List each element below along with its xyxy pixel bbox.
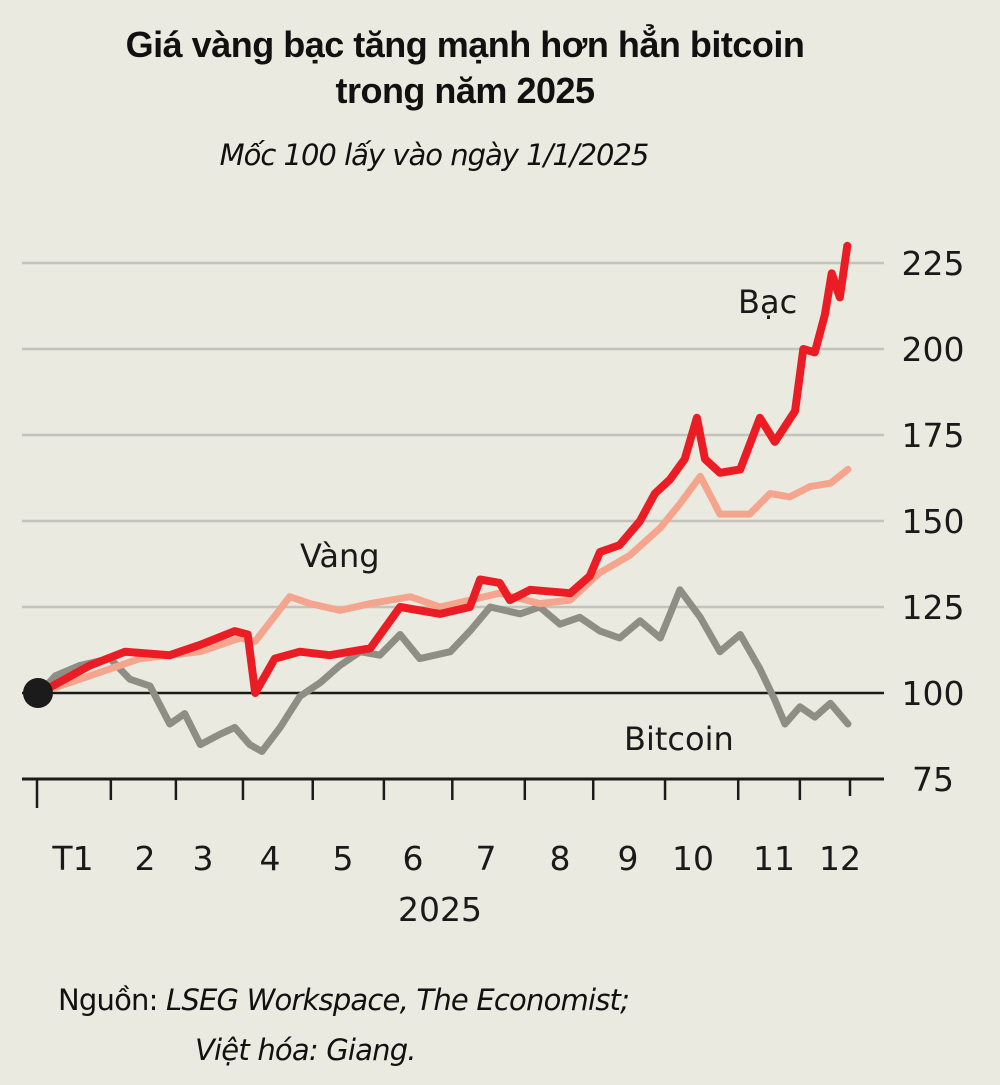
x-tick-label: 5 [333, 839, 354, 878]
series-labels: Vàng Bạc Bitcoin [300, 283, 797, 758]
series-line-vang [36, 465, 852, 697]
source-note: Nguồn: LSEG Workspace, The Economist; Vi… [58, 975, 630, 1075]
y-tick-label: 175 [902, 416, 965, 455]
x-tick-label: 11 [753, 839, 795, 878]
x-tick-label: T1 [51, 839, 93, 878]
chart-title-line-1: Giá vàng bạc tăng mạnh hơn hẳn bitcoin [125, 24, 805, 65]
y-tick-label: 75 [912, 760, 954, 799]
x-tick-label: 2 [135, 839, 156, 878]
chart-title: Giá vàng bạc tăng mạnh hơn hẳn bitcoin t… [0, 22, 930, 114]
y-tick-label: 100 [902, 674, 965, 713]
chart-title-line-2: trong năm 2025 [335, 70, 595, 111]
x-tick-label: 8 [550, 839, 571, 878]
y-tick-label: 225 [902, 244, 965, 283]
series-label-vang: Vàng [300, 537, 380, 575]
source-label: Nguồn: [58, 983, 158, 1017]
series-label-bac: Bạc [738, 283, 797, 321]
x-tick-label: 4 [260, 839, 281, 878]
series-line-bac [35, 241, 852, 697]
source-text: LSEG Workspace, The Economist; [166, 983, 630, 1017]
y-axis-labels: 225 200 175 150 125 100 75 [902, 244, 965, 799]
y-tick-label: 125 [902, 588, 965, 627]
x-tick-label: 6 [403, 839, 424, 878]
x-tick-label: 3 [193, 839, 214, 878]
x-tick-label: 7 [476, 839, 497, 878]
x-tick-label: 12 [819, 839, 861, 878]
baseline-start-marker [23, 678, 53, 708]
chart-subtitle: Mốc 100 lấy vào ngày 1/1/2025 [219, 138, 650, 172]
series-label-bitcoin: Bitcoin [624, 720, 734, 758]
series-lines [35, 241, 852, 755]
x-tick-label: 9 [618, 839, 639, 878]
y-tick-label: 200 [902, 330, 965, 369]
series-line-bitcoin [36, 586, 852, 755]
gridlines [22, 261, 884, 781]
x-axis-title: 2025 [398, 890, 482, 929]
x-tick-label: 10 [672, 839, 714, 878]
y-tick-label: 150 [902, 502, 965, 541]
credit-text: Việt hóa: Giang. [195, 1033, 417, 1067]
x-axis: T1 2 3 4 5 6 7 8 9 10 11 12 2025 [35, 779, 861, 929]
